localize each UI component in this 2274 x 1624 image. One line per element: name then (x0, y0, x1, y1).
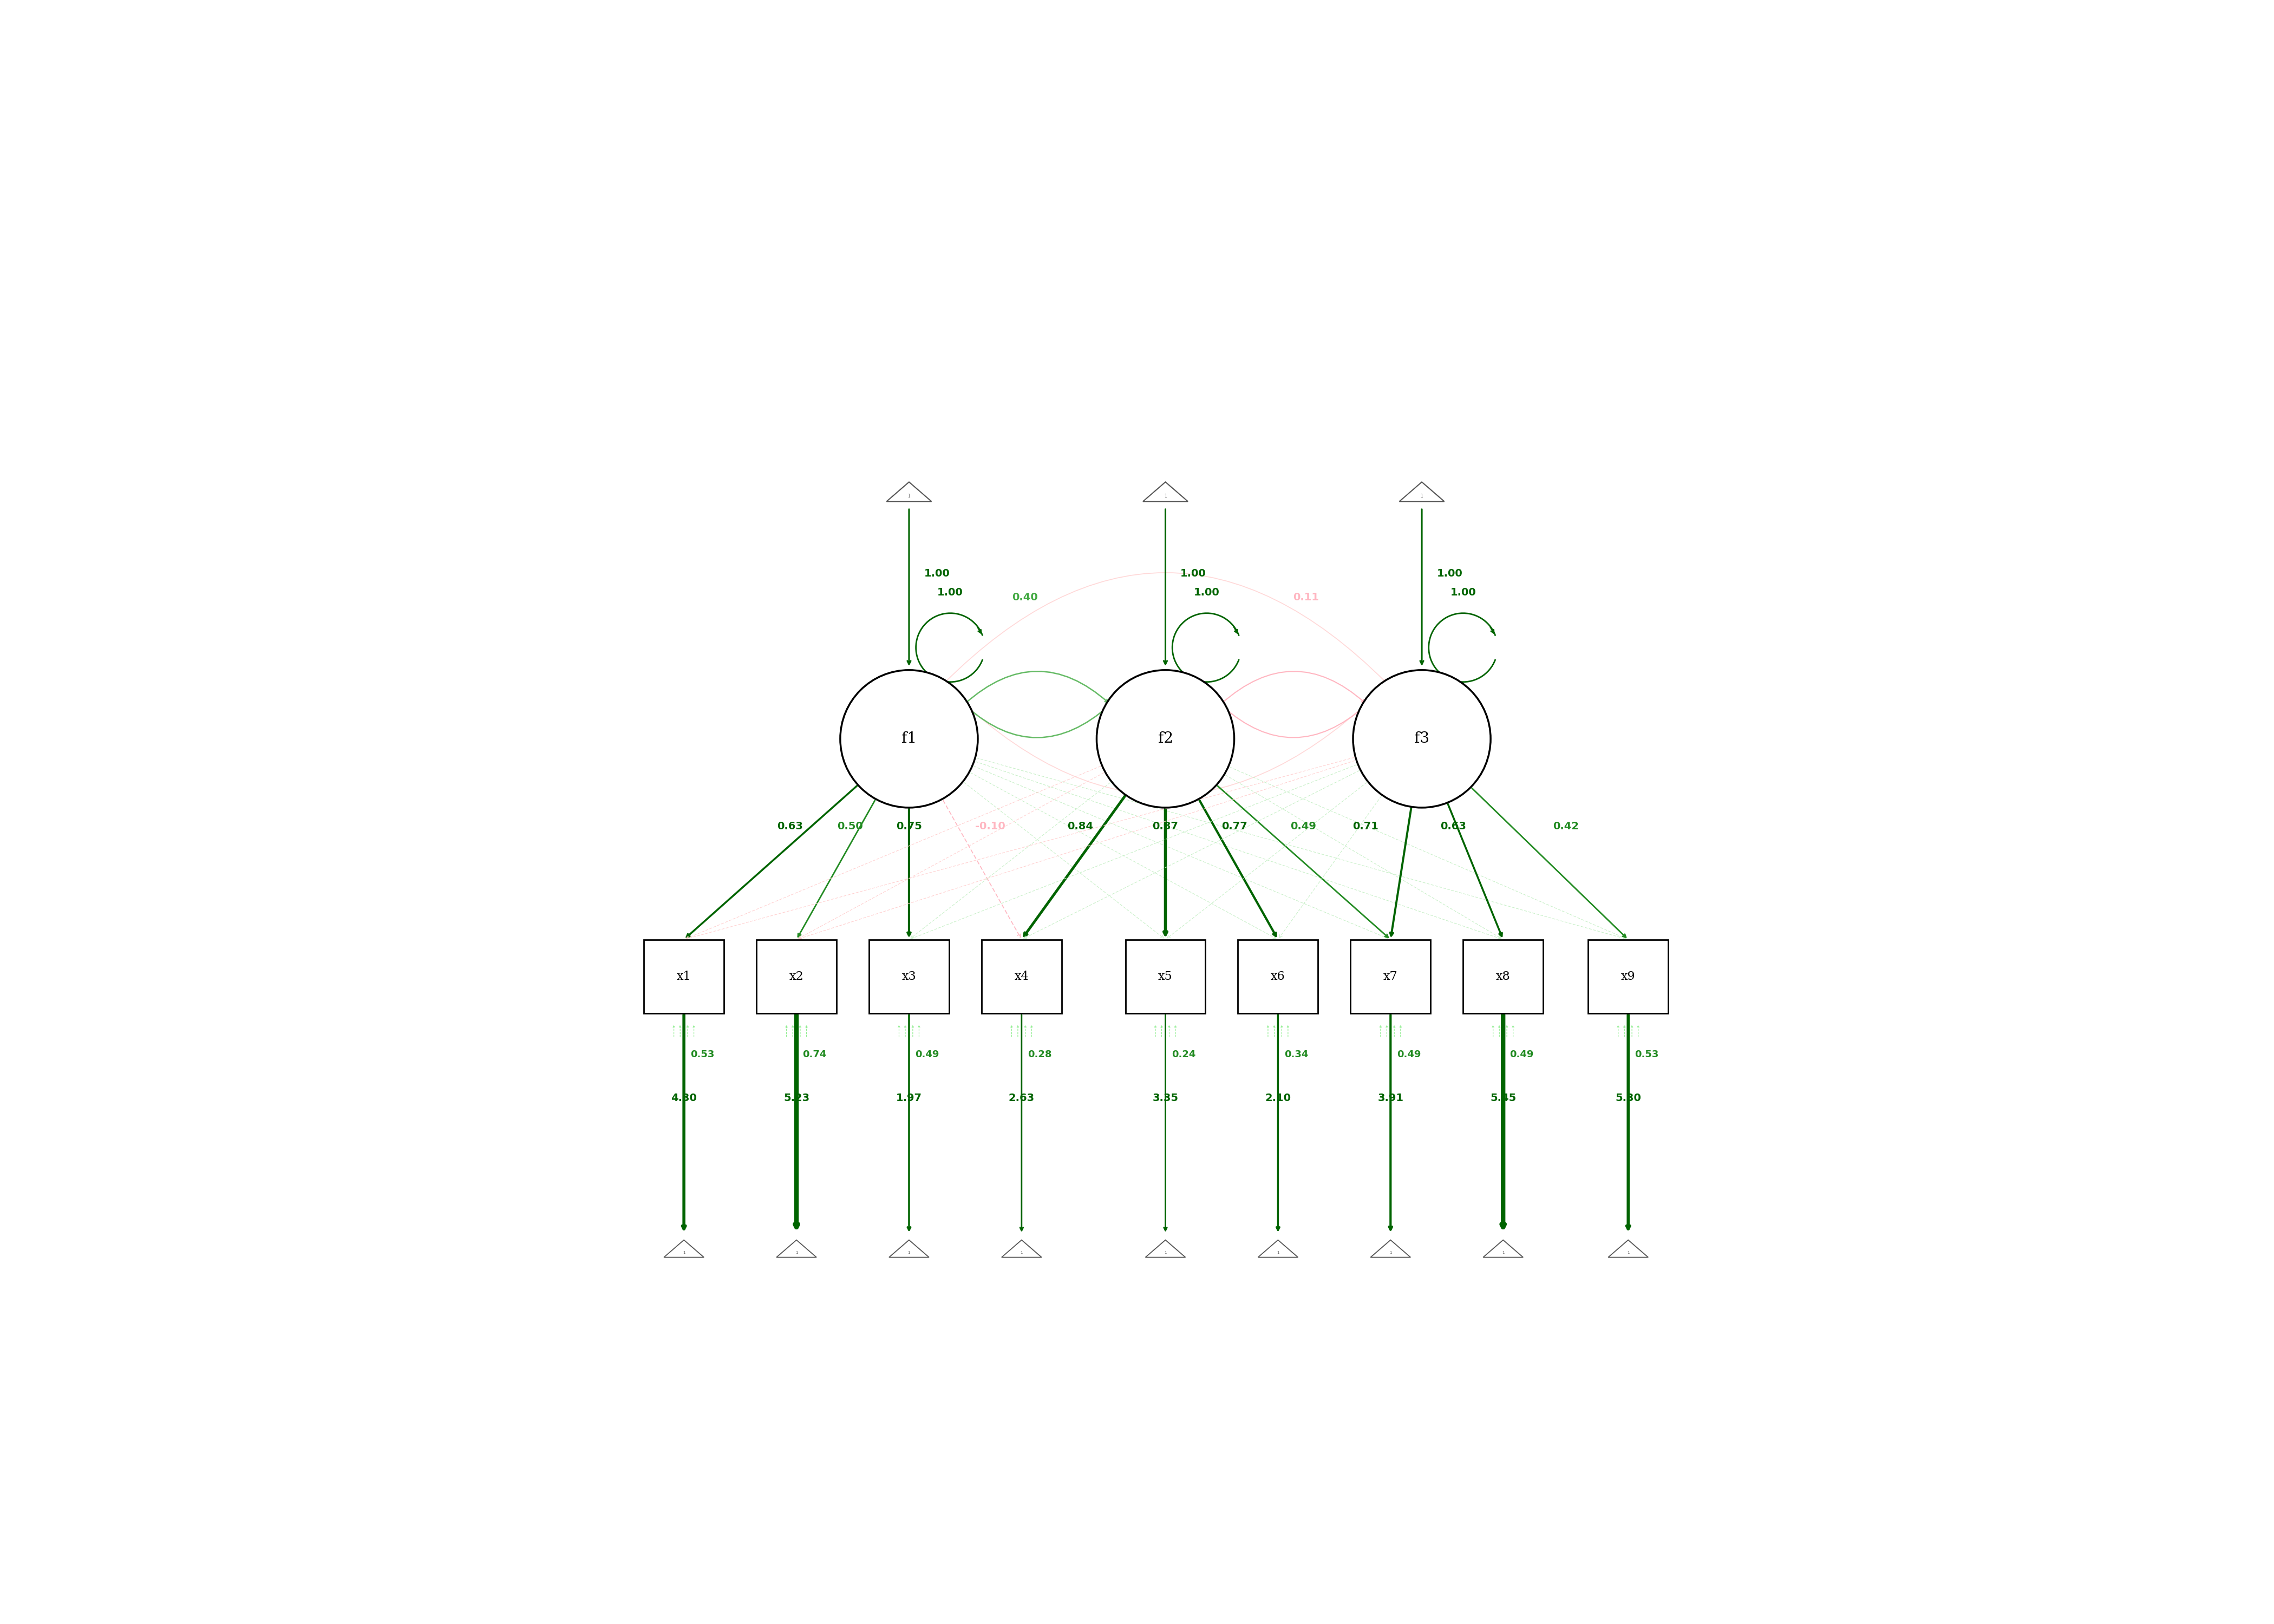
Text: 3.35: 3.35 (1153, 1093, 1178, 1103)
Text: 0.28: 0.28 (1028, 1049, 1053, 1059)
FancyBboxPatch shape (644, 940, 723, 1013)
Text: 0.53: 0.53 (691, 1049, 714, 1059)
Text: x7: x7 (1383, 971, 1399, 983)
Text: x1: x1 (678, 971, 691, 983)
Text: 5.45: 5.45 (1489, 1093, 1517, 1103)
Circle shape (841, 671, 978, 807)
Text: 0.63: 0.63 (1439, 822, 1467, 831)
Text: 0.34: 0.34 (1285, 1049, 1308, 1059)
Circle shape (1353, 671, 1492, 807)
Text: 1: 1 (1421, 494, 1424, 499)
Text: x3: x3 (903, 971, 916, 983)
Text: 0.42: 0.42 (1553, 822, 1578, 831)
Text: 1: 1 (1021, 1250, 1023, 1254)
Text: 5.30: 5.30 (1615, 1093, 1642, 1103)
Text: 1.00: 1.00 (1451, 588, 1476, 598)
Text: 0.49: 0.49 (1510, 1049, 1533, 1059)
Text: 0.49: 0.49 (1396, 1049, 1421, 1059)
Text: 5.23: 5.23 (785, 1093, 810, 1103)
Text: 1: 1 (1501, 1250, 1505, 1254)
Text: 1.00: 1.00 (1437, 568, 1462, 578)
Text: x9: x9 (1621, 971, 1635, 983)
Text: 0.71: 0.71 (1353, 822, 1378, 831)
Text: x4: x4 (1014, 971, 1028, 983)
Text: x2: x2 (789, 971, 803, 983)
Text: f1: f1 (901, 731, 916, 745)
FancyBboxPatch shape (1351, 940, 1430, 1013)
Text: 1: 1 (682, 1250, 684, 1254)
Text: 1: 1 (907, 494, 910, 499)
Text: 0.49: 0.49 (914, 1049, 939, 1059)
Text: 1.00: 1.00 (923, 568, 951, 578)
Text: x8: x8 (1496, 971, 1510, 983)
Text: 0.87: 0.87 (1153, 822, 1178, 831)
Text: 3.91: 3.91 (1378, 1093, 1403, 1103)
Text: 0.11: 0.11 (1294, 593, 1319, 603)
FancyBboxPatch shape (1462, 940, 1544, 1013)
FancyBboxPatch shape (757, 940, 837, 1013)
Text: 0.74: 0.74 (803, 1049, 828, 1059)
Text: -0.10: -0.10 (976, 822, 1005, 831)
FancyBboxPatch shape (1587, 940, 1669, 1013)
Text: 0.63: 0.63 (778, 822, 803, 831)
Text: f3: f3 (1414, 731, 1430, 745)
Text: 0.24: 0.24 (1171, 1049, 1196, 1059)
Text: 1.00: 1.00 (937, 588, 964, 598)
Text: 2.63: 2.63 (1010, 1093, 1035, 1103)
FancyBboxPatch shape (1237, 940, 1319, 1013)
FancyBboxPatch shape (1126, 940, 1205, 1013)
Text: 0.53: 0.53 (1635, 1049, 1658, 1059)
Text: 2.10: 2.10 (1264, 1093, 1292, 1103)
Circle shape (1096, 671, 1235, 807)
FancyBboxPatch shape (869, 940, 948, 1013)
FancyBboxPatch shape (982, 940, 1062, 1013)
Text: 1: 1 (1164, 1250, 1167, 1254)
Text: 0.49: 0.49 (1289, 822, 1317, 831)
Text: 4.30: 4.30 (671, 1093, 696, 1103)
Text: 1: 1 (1164, 494, 1167, 499)
Text: f2: f2 (1157, 731, 1173, 745)
Text: 1.00: 1.00 (1180, 568, 1205, 578)
Text: 1.97: 1.97 (896, 1093, 921, 1103)
Text: 0.84: 0.84 (1067, 822, 1094, 831)
Text: 0.40: 0.40 (1012, 593, 1037, 603)
Text: 1: 1 (1276, 1250, 1280, 1254)
Text: 1: 1 (1389, 1250, 1392, 1254)
Text: 1.00: 1.00 (1194, 588, 1219, 598)
Text: 1: 1 (907, 1250, 910, 1254)
Text: x5: x5 (1157, 971, 1173, 983)
Text: 0.50: 0.50 (837, 822, 864, 831)
Text: x6: x6 (1271, 971, 1285, 983)
Text: 1: 1 (796, 1250, 798, 1254)
Text: 0.77: 0.77 (1221, 822, 1246, 831)
Text: 0.75: 0.75 (896, 822, 921, 831)
Text: 1: 1 (1626, 1250, 1630, 1254)
